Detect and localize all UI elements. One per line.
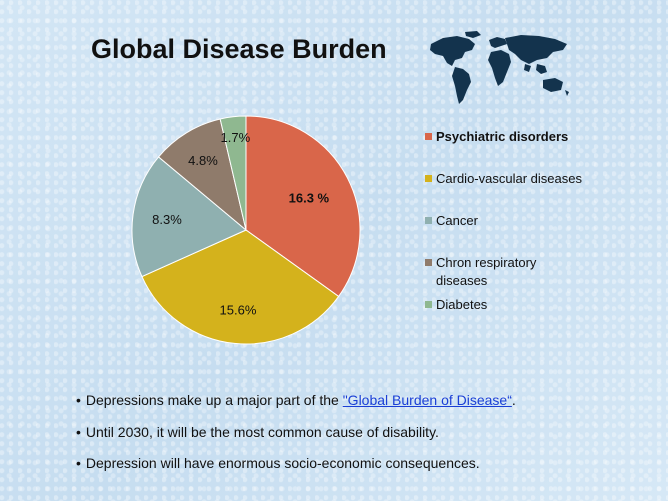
pie-slice-diabetes (219, 115, 247, 231)
bullet-item-1: • Depressions make up a major part of the… (76, 392, 516, 408)
pie-slice-psychiatric-disorders (245, 115, 361, 298)
bullet-dot-icon: • (76, 392, 81, 408)
pie-data-label: 1.7% (221, 130, 251, 145)
slide-title: Global Disease Burden (91, 34, 387, 64)
legend-label-diabetes: Diabetes (436, 297, 488, 312)
pie-data-label: 4.8% (188, 153, 218, 168)
bullet-text: Depressions make up a major part of the (85, 392, 343, 408)
world-map-icon (430, 31, 569, 104)
legend-item-chron-respiratory-diseases: Chron respiratory diseases (425, 254, 575, 290)
legend-swatch-cardio-vascular-diseases (425, 175, 432, 182)
bullet-item-3: • Depression will have enormous socio-eco… (76, 455, 480, 471)
bullet-text-after: . (511, 392, 516, 408)
bullet-item-2: • Until 2030, it will be the most common … (76, 424, 439, 440)
bullet-dot-icon: • (76, 424, 81, 440)
pie-data-label: 15.6% (220, 302, 257, 317)
legend-item-cancer: Cancer (425, 212, 645, 230)
legend-item-cardio-vascular-diseases: Cardio-vascular diseases (425, 170, 645, 188)
legend-swatch-diabetes (425, 301, 432, 308)
legend-label-psychiatric-disorders: Psychiatric disorders (436, 129, 569, 144)
pie-slice-chron-respiratory-diseases (157, 118, 247, 232)
legend-swatch-psychiatric-disorders (425, 133, 432, 140)
legend-item-diabetes: Diabetes (425, 296, 645, 314)
pie-data-label: 16.3 % (289, 191, 330, 206)
pie-slice-cancer (131, 156, 247, 278)
bullet-text: Until 2030, it will be the most common c… (85, 424, 439, 440)
bullet-dot-icon: • (76, 455, 81, 471)
legend-label-cancer: Cancer (436, 213, 478, 228)
bullet-text: Depression will have enormous socio-econ… (85, 455, 480, 471)
legend-label-cardio-vascular-diseases: Cardio-vascular diseases (436, 171, 582, 186)
pie-slice-cardio-vascular-diseases (141, 229, 340, 345)
legend-swatch-cancer (425, 217, 432, 224)
legend-item-psychiatric-disorders: Psychiatric disorders (425, 128, 645, 146)
legend-swatch-chron-respiratory-diseases (425, 259, 432, 266)
pie-data-label: 8.3% (152, 212, 182, 227)
pie-chart: 16.3 % 15.6% 8.3% 4.8%1.7% (131, 115, 361, 345)
global-burden-of-disease-link[interactable]: "Global Burden of Disease“ (342, 392, 512, 408)
legend-label-chron-respiratory-diseases: Chron respiratory diseases (436, 255, 537, 288)
